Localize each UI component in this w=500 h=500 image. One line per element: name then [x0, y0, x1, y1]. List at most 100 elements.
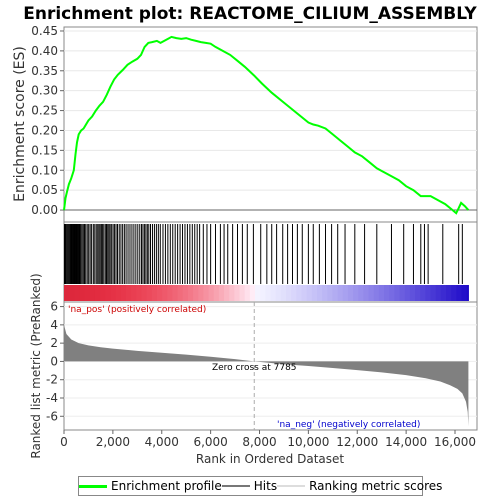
hit-lines [63, 224, 463, 284]
heat-bar-segment [337, 285, 344, 301]
heat-bar-segment [451, 285, 457, 301]
heat-bar-segment [347, 285, 354, 301]
heat-bar-segment [456, 285, 463, 301]
heat-bar-segment [285, 285, 292, 301]
heat-bar-segment [249, 285, 256, 301]
neg-correlated-label: 'na_neg' (negatively correlated) [277, 420, 420, 430]
heat-bar-segment [399, 285, 406, 301]
rank-x-tick-label: 8,000 [242, 435, 276, 449]
heat-bar-segment [131, 285, 137, 301]
es-y-ticks: 0.00 0.05 0.10 0.15 0.20 0.25 0.30 0.35 0.40 0.45 [31, 24, 64, 217]
rank-y-axis-label: Ranked list metric (PreRanked) [29, 273, 43, 458]
es-y-tick-label: 0.20 [31, 123, 58, 137]
heat-bar-segment [291, 285, 297, 301]
es-y-tick-label: 0.10 [31, 163, 58, 177]
legend-item-enrichment-profile: Enrichment profile [79, 479, 222, 493]
heat-bar-segment [260, 285, 266, 301]
heat-bar-segment [187, 285, 194, 301]
heat-bar-segment [146, 285, 153, 301]
es-y-tick-label: 0.15 [31, 143, 58, 157]
heat-bar-segment [182, 285, 189, 301]
zero-cross-label: Zero cross at 7785 [212, 363, 297, 373]
heat-bar-segment [120, 285, 127, 301]
hits-panel [63, 221, 478, 303]
heat-bar-segment [311, 285, 318, 301]
heat-bar-segment [301, 285, 308, 301]
heat-bar-segment [461, 285, 468, 301]
heat-bar-segment [275, 285, 282, 301]
es-y-tick-label: 0.35 [31, 64, 58, 78]
heat-bar-segment [435, 285, 442, 301]
heat-bar-segment [404, 285, 411, 301]
rank-y-tick-label: 4 [50, 318, 58, 332]
heat-bar-segment [64, 285, 70, 301]
rank-y-tick-label: -6 [46, 409, 58, 423]
enrichment-profile-line [63, 35, 470, 215]
heat-bar-segment [172, 285, 179, 301]
rank-x-axis-label: Rank in Ordered Dataset [196, 452, 344, 466]
heat-bar-segment [115, 285, 122, 301]
heat-bar-segment [353, 285, 359, 301]
pos-correlated-label: 'na_pos' (positively correlated) [68, 305, 206, 315]
es-gridlines [64, 30, 477, 211]
heat-bar-segment [177, 285, 184, 301]
heat-bar-segment [125, 285, 132, 301]
heat-bar-segment [322, 285, 328, 301]
es-y-tick-label: 0.00 [31, 203, 58, 217]
es-y-axis-label: Enrichment score (ES) [12, 46, 28, 202]
heat-bar-segment [156, 285, 163, 301]
rank-x-tick-label: 2,000 [96, 435, 130, 449]
heat-bar-segment [409, 285, 416, 301]
heat-bar-segment [218, 285, 225, 301]
heat-bar-segment [296, 285, 302, 301]
heat-bar-segment [100, 285, 106, 301]
es-y-tick-label: 0.25 [31, 104, 58, 118]
heat-bar-segment [430, 285, 437, 301]
rank-x-tick-label: 16,000 [434, 435, 476, 449]
heat-bar-segment [74, 285, 80, 301]
heat-bar-segment [440, 285, 447, 301]
rank-x-tick-label: 0 [60, 435, 68, 449]
chart-title: Enrichment plot: REACTOME_CILIUM_ASSEMBL… [23, 4, 477, 24]
rank-panel: Zero cross at 7785 'na_pos' (positively … [29, 273, 478, 466]
ranking-heat-bar [64, 285, 469, 301]
es-y-tick-label: 0.05 [31, 183, 58, 197]
heat-bar-segment [239, 285, 246, 301]
legend-swatch-ranking [277, 485, 306, 487]
heat-bar-segment [84, 285, 91, 301]
heat-bar-segment [373, 285, 380, 301]
es-y-tick-label: 0.30 [31, 84, 58, 98]
heat-bar-segment [110, 285, 117, 301]
heat-bar-segment [342, 285, 349, 301]
rank-y-tick-label: 2 [50, 336, 58, 350]
es-y-tick-label: 0.40 [31, 44, 58, 58]
es-panel-frame [63, 26, 478, 223]
heat-bar-segment [368, 285, 375, 301]
heat-bar-segment [363, 285, 370, 301]
rank-x-tick-label: 12,000 [336, 435, 378, 449]
heat-bar-segment [167, 285, 173, 301]
heat-bar-segment [89, 285, 96, 301]
heat-bar-segment [358, 285, 364, 301]
heat-bar-segment [151, 285, 158, 301]
es-panel: 0.00 0.05 0.10 0.15 0.20 0.25 0.30 0.35 0.40 0.45… [12, 24, 478, 223]
rank-x-tick-label: 14,000 [385, 435, 427, 449]
rank-x-ticks: 0 2,000 4,000 6,000 8,000 10,000 12,000 14,000 1… [60, 430, 476, 449]
heat-bar-segment [265, 285, 271, 301]
heat-bar-segment [466, 285, 469, 301]
heat-bar-segment [234, 285, 241, 301]
heat-bar-segment [193, 285, 199, 301]
heat-bar-segment [316, 285, 323, 301]
rank-y-tick-label: 0 [50, 354, 58, 368]
legend-item-hits: Hits [221, 479, 277, 493]
heat-bar-segment [79, 285, 86, 301]
rank-y-tick-label: 6 [50, 300, 58, 314]
heat-bar-segment [378, 285, 385, 301]
legend-label-ranking: Ranking metric scores [309, 479, 443, 493]
rank-x-tick-label: 4,000 [145, 435, 179, 449]
heat-bar-segment [244, 285, 251, 301]
heat-bar-segment [446, 285, 452, 301]
legend-swatch-hits [221, 485, 250, 487]
legend-swatch-profile [79, 484, 107, 488]
heat-bar-segment [280, 285, 287, 301]
